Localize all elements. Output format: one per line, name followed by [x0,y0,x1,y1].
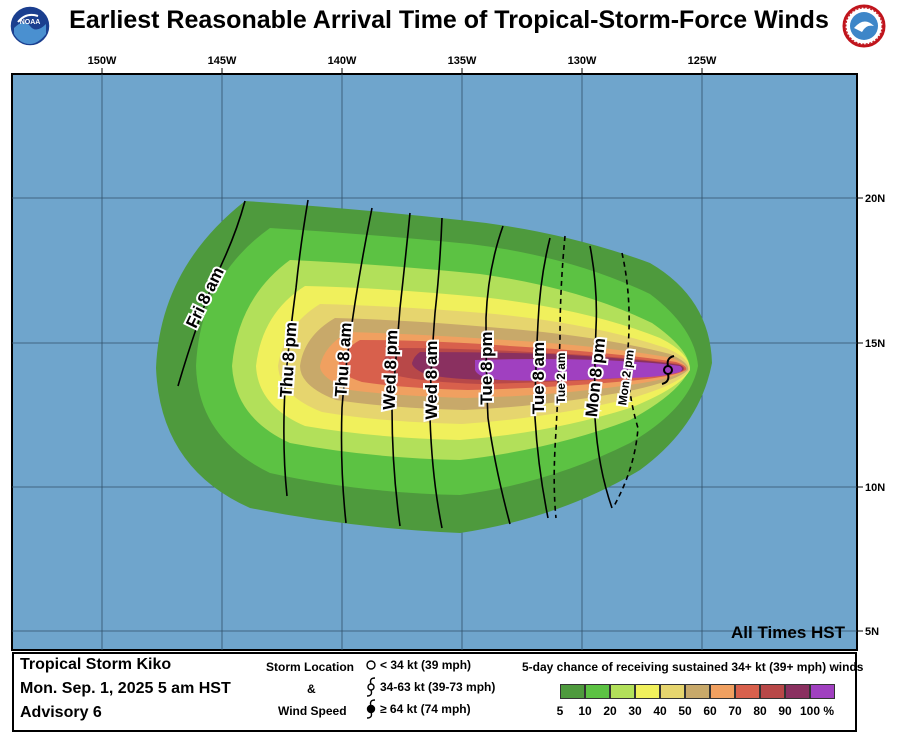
isochrone-label: Tue 8 pm [477,331,496,404]
time-zone-note: All Times HST [731,623,846,642]
prob-value: 60 [703,704,717,718]
svg-text:NOAA: NOAA [20,19,41,26]
prob-value: 20 [603,704,617,718]
prob-value: 10 [578,704,592,718]
prob-value: 70 [728,704,742,718]
lon-label: 130W [568,55,597,67]
prob-swatch [560,684,585,699]
symbol-label: < 34 kt (39 mph) [380,658,472,672]
prob-swatch [635,684,660,699]
isochrone-label: Thu 8 am [331,322,355,398]
prob-band-100 [475,359,682,381]
isochrone-mon-8pm [589,245,613,509]
prob-value: 50 [678,704,692,718]
prob-value: 80 [753,704,767,718]
weak-storm-icon [366,660,376,670]
prob-swatch [810,684,835,699]
prob-swatch [685,684,710,699]
prob-value: 100 % [800,704,835,718]
isochrone-thu-8pm [283,199,309,497]
isochrone-label: Wed 8 am [422,340,441,419]
prob-swatch [710,684,735,699]
prob-swatch [785,684,810,699]
nws-logo [842,4,886,48]
isochrone-tue-2am [553,235,566,519]
header: NOAA Earliest Reasonable Arrival Time of… [0,0,897,48]
prob-swatch [610,684,635,699]
isochrone-tue-8pm [485,225,511,525]
hurricane-symbol-icon [366,699,376,719]
ampersand-label: & [307,682,316,696]
isochrone-mon-2pm [613,252,639,507]
wind-speed-label: Wind Speed [278,704,347,718]
prob-value: 40 [653,704,667,718]
lat-label: 10N [865,482,885,494]
tick-marks [101,68,863,632]
isochrones [177,199,613,529]
lat-label: 15N [865,338,885,350]
lon-label: 145W [208,55,237,67]
isochrone-thu-8am [340,207,373,524]
tropical-storm-symbol-icon [366,677,376,697]
prob-value: 30 [628,704,642,718]
lon-label: 150W [88,55,117,67]
advisory-datetime: Mon. Sep. 1, 2025 5 am HST [20,680,231,697]
map: 150W 145W 140W 135W 130W 125W 20N 15N 10… [11,55,885,651]
lon-label: 135W [448,55,477,67]
legend: Tropical Storm Kiko Mon. Sep. 1, 2025 5 … [12,652,863,732]
noaa-logo: NOAA [9,5,51,47]
isochrones-dashed [553,235,639,519]
prob-swatch [660,684,685,699]
lon-label: 125W [688,55,717,67]
symbol-label: 34-63 kt (39-73 mph) [380,680,496,694]
prob-swatch [760,684,785,699]
isochrone-wed-8am [429,217,443,529]
tropical-storm-icon [661,355,675,385]
isochrone-label: Tue 8 am [529,342,548,414]
lon-label: 140W [328,55,357,67]
storm-location-label: Storm Location [266,660,355,674]
prob-swatch [735,684,760,699]
isochrone-label: Wed 8 pm [380,330,402,411]
isochrone-fri-8am [177,200,246,387]
lat-label: 5N [865,626,879,638]
storm-name: Tropical Storm Kiko [20,656,172,673]
advisory-number: Advisory 6 [20,704,102,721]
page-title: Earliest Reasonable Arrival Time of Trop… [69,6,829,34]
prob-value: 90 [778,704,792,718]
isochrone-label: Tue 2 am [554,352,568,403]
isochrone-tue-8am [534,237,551,519]
symbol-label: ≥ 64 kt (74 mph) [380,702,471,716]
prob-swatch [585,684,610,699]
prob-value: 5 [556,704,564,718]
isochrone-wed-8pm [391,212,411,527]
ocean [11,73,858,651]
probability-title: 5-day chance of receiving sustained 34+ … [522,660,864,674]
lat-label: 20N [865,193,885,205]
